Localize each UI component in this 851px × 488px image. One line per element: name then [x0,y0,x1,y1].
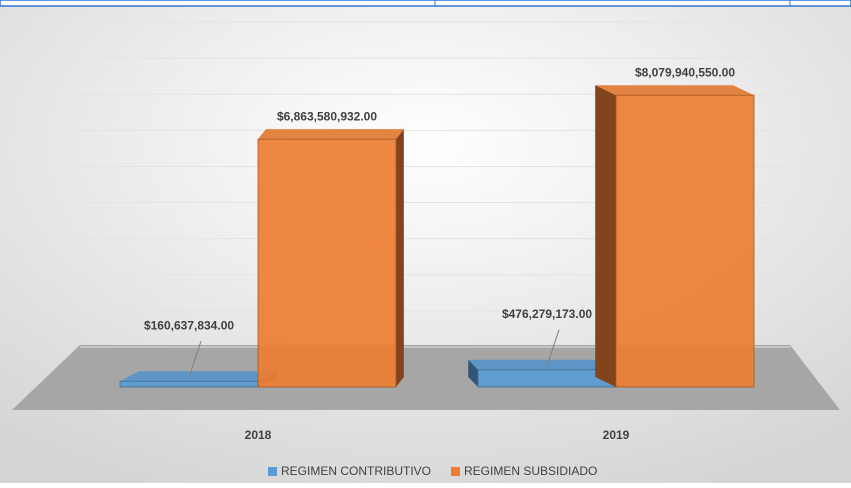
bar-top [468,359,616,370]
bar [595,85,755,388]
legend-label: REGIMEN CONTRIBUTIVO [281,464,431,478]
x-tick-label: 2019 [603,428,630,442]
data-label: $6,863,580,932.00 [277,109,377,123]
top-strip [0,0,851,7]
bar-side [595,85,616,387]
bar [257,129,404,388]
data-label: $8,079,940,550.00 [635,65,735,79]
legend-label: REGIMEN SUBSIDIADO [464,464,597,478]
bar-top [595,85,754,96]
leader-line [188,341,202,378]
bar-front [615,94,755,388]
bar-side [396,129,404,387]
bar [468,359,617,388]
bar-top [258,129,404,140]
bar-front [257,138,397,388]
x-tick-label: 2018 [245,428,272,442]
bar [119,371,277,388]
bar-top [120,371,277,382]
bar-front [119,380,259,388]
data-label: $476,279,173.00 [502,307,592,321]
legend-swatch [268,467,277,476]
data-label: $160,637,834.00 [144,318,234,332]
legend-swatch [451,467,461,476]
bar-side [468,359,478,387]
leader-line [546,329,560,366]
